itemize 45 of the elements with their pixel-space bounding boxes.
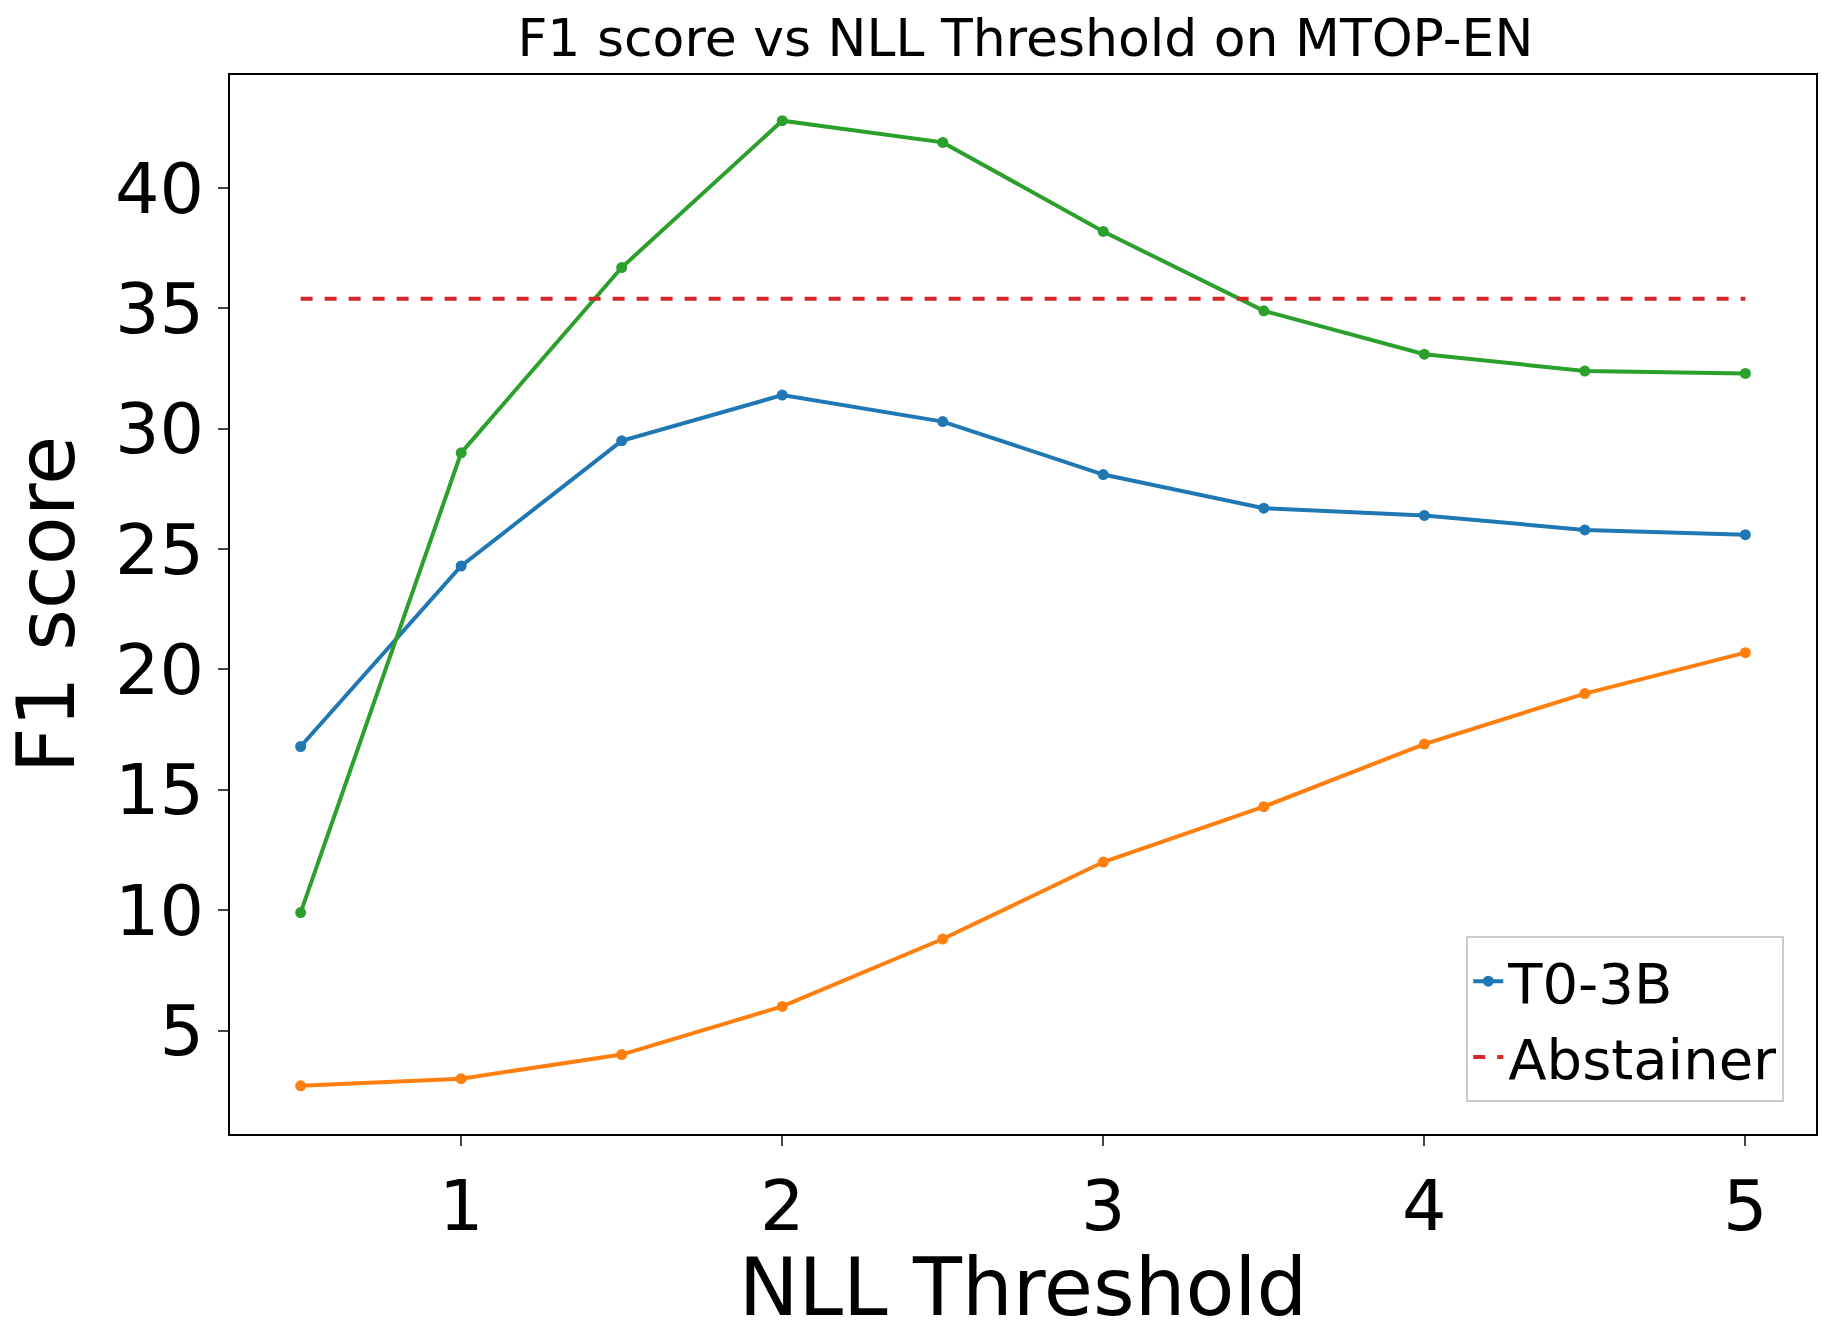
y-tick-label: 25 [114, 508, 204, 591]
y-tick-label: 20 [114, 628, 204, 711]
point [1579, 524, 1591, 536]
chart-title: F1 score vs NLL Threshold on MTOP-EN [517, 8, 1534, 69]
point [616, 262, 628, 274]
point [937, 136, 949, 148]
point [295, 741, 307, 752]
point [455, 560, 467, 572]
x-tick-label: 5 [1723, 1165, 1768, 1247]
point [1739, 367, 1751, 379]
point [295, 1080, 307, 1092]
point [1097, 856, 1109, 868]
x-tick-label: 4 [1402, 1165, 1447, 1247]
y-tick-label: 5 [159, 990, 204, 1073]
y-tick-label: 35 [114, 267, 204, 350]
point [1739, 647, 1751, 659]
y-tick-label: 40 [114, 147, 204, 230]
point [937, 933, 949, 945]
point [776, 389, 788, 401]
point [455, 447, 467, 459]
point [1097, 469, 1109, 481]
point [1418, 509, 1430, 521]
legend-label: Abstainer [1508, 1026, 1778, 1092]
point [776, 1000, 788, 1012]
point [455, 1073, 467, 1085]
point [1579, 365, 1591, 377]
y-tick-label: 30 [114, 388, 204, 471]
point [776, 115, 788, 127]
y-tick-label: 10 [114, 869, 204, 952]
point [1579, 688, 1591, 700]
point [1418, 738, 1430, 750]
point [1258, 502, 1270, 514]
point [937, 416, 949, 428]
point [1258, 801, 1270, 813]
x-tick-label: 1 [438, 1165, 484, 1247]
point [1418, 348, 1430, 360]
point [616, 1049, 628, 1061]
point [616, 435, 628, 447]
point [1739, 529, 1751, 541]
y-tick-label: 15 [114, 749, 204, 832]
point [1097, 225, 1109, 237]
point [1258, 305, 1270, 317]
y-axis-title: F1 score [0, 435, 93, 774]
legend-label: T0-3B [1507, 950, 1673, 1016]
point [295, 907, 307, 919]
